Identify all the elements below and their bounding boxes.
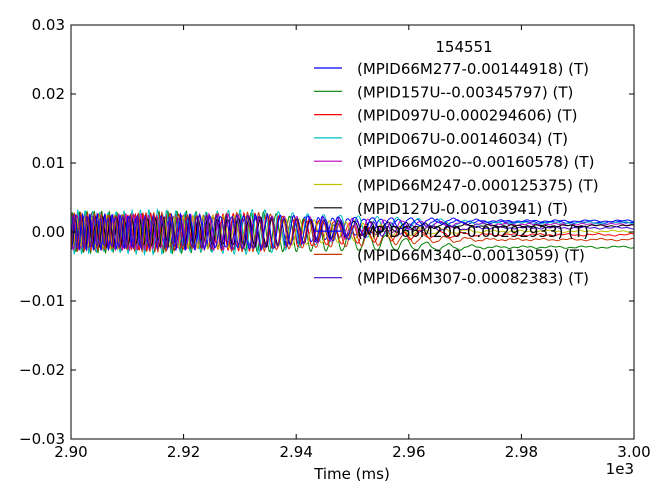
x-tick-label: 2.90 <box>54 443 87 461</box>
x-tick-label: 3.00 <box>617 443 650 461</box>
legend-label: (MPID66M307-0.00082383) (T) <box>357 270 589 288</box>
x-axis: 2.90 2.92 2.94 2.96 2.98 3.00 <box>54 25 651 461</box>
legend-label: (MPID157U--0.00345797) (T) <box>357 83 573 101</box>
y-tick-label: 0.00 <box>32 223 65 241</box>
series-line <box>71 215 634 250</box>
y-tick-label: −0.03 <box>19 430 65 448</box>
x-axis-label: Time (ms) <box>313 465 390 483</box>
legend-label: (MPID067U-0.00146034) (T) <box>357 130 568 148</box>
y-tick-label: 0.02 <box>32 85 65 103</box>
y-tick-label: −0.01 <box>19 292 65 310</box>
series-line <box>71 212 634 252</box>
legend-label: (MPID66M200-0.00292933) (T) <box>357 223 589 241</box>
x-offset-label: 1e3 <box>606 460 634 478</box>
x-tick-label: 2.98 <box>505 443 538 461</box>
legend-label: (MPID127U-0.00103941) (T) <box>357 200 568 218</box>
series-line <box>71 213 634 251</box>
legend-label: (MPID097U-0.000294606) (T) <box>357 107 578 125</box>
y-tick-label: 0.01 <box>32 154 65 172</box>
x-tick-label: 2.96 <box>392 443 425 461</box>
legend-label: (MPID66M340--0.0013059) (T) <box>357 246 585 264</box>
legend-title: 154551 <box>435 38 492 56</box>
legend-label: (MPID66M020--0.00160578) (T) <box>357 153 594 171</box>
y-axis: −0.03 −0.02 −0.01 0.00 0.01 0.02 0.03 <box>19 16 634 448</box>
x-tick-label: 2.94 <box>279 443 312 461</box>
y-tick-label: −0.02 <box>19 361 65 379</box>
series-line <box>71 210 634 254</box>
x-tick-label: 2.92 <box>167 443 200 461</box>
legend: 154551 (MPID66M277-0.00144918) (T) (MPID1… <box>314 38 599 288</box>
series-layer <box>71 208 634 257</box>
series-line <box>71 213 634 251</box>
legend-label: (MPID66M247-0.000125375) (T) <box>357 177 599 195</box>
y-tick-label: 0.03 <box>32 16 65 34</box>
legend-label: (MPID66M277-0.00144918) (T) <box>357 60 589 78</box>
